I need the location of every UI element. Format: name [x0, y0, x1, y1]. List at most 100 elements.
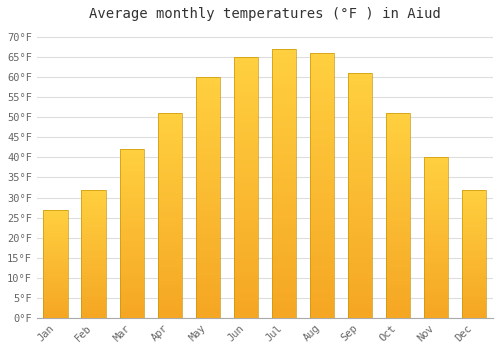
Bar	[196, 219, 220, 222]
Bar	[44, 280, 68, 281]
Bar	[196, 149, 220, 152]
Bar	[82, 250, 106, 251]
Bar	[272, 191, 296, 194]
Bar	[120, 202, 144, 203]
Bar	[348, 191, 372, 193]
Bar	[310, 58, 334, 61]
Bar	[158, 287, 182, 289]
Bar	[196, 164, 220, 166]
Bar	[196, 289, 220, 292]
Bar	[310, 246, 334, 249]
Bar	[386, 230, 410, 232]
Bar	[310, 138, 334, 140]
Bar	[44, 253, 68, 254]
Bar	[158, 140, 182, 142]
Bar	[424, 263, 448, 265]
Bar	[272, 259, 296, 261]
Bar	[386, 130, 410, 132]
Bar	[348, 117, 372, 120]
Bar	[158, 250, 182, 252]
Bar	[120, 269, 144, 271]
Bar	[196, 315, 220, 318]
Bar	[158, 117, 182, 119]
Bar	[386, 232, 410, 234]
Bar	[386, 262, 410, 265]
Bar	[196, 147, 220, 149]
Bar	[120, 261, 144, 262]
Bar	[348, 161, 372, 164]
Bar	[120, 168, 144, 170]
Bar	[120, 149, 144, 151]
Bar	[158, 130, 182, 132]
Bar	[158, 248, 182, 250]
Bar	[272, 226, 296, 229]
Bar	[158, 175, 182, 177]
Bar	[158, 201, 182, 203]
Bar	[272, 197, 296, 199]
Bar	[462, 242, 486, 243]
Bar	[158, 170, 182, 173]
Bar	[386, 293, 410, 295]
Bar	[348, 152, 372, 154]
Bar	[386, 277, 410, 279]
Bar	[424, 294, 448, 295]
Bar	[310, 249, 334, 252]
Bar	[120, 230, 144, 232]
Bar	[310, 275, 334, 278]
Bar	[44, 218, 68, 219]
Bar	[234, 182, 258, 185]
Bar	[196, 120, 220, 123]
Bar	[424, 231, 448, 233]
Bar	[348, 100, 372, 103]
Bar	[120, 178, 144, 180]
Bar	[462, 306, 486, 308]
Bar	[272, 183, 296, 186]
Bar	[310, 88, 334, 90]
Bar	[272, 267, 296, 270]
Bar	[386, 228, 410, 230]
Bar	[82, 208, 106, 209]
Bar	[386, 150, 410, 152]
Bar	[272, 119, 296, 122]
Bar	[462, 252, 486, 254]
Bar	[196, 169, 220, 171]
Bar	[272, 288, 296, 291]
Bar	[424, 257, 448, 259]
Bar	[44, 244, 68, 245]
Bar	[44, 298, 68, 300]
Bar	[120, 154, 144, 156]
Bar	[462, 225, 486, 227]
Bar	[272, 151, 296, 154]
Bar	[44, 242, 68, 243]
Bar	[462, 281, 486, 282]
Bar	[310, 53, 334, 318]
Bar	[424, 282, 448, 284]
Bar	[310, 284, 334, 286]
Bar	[462, 265, 486, 266]
Bar	[310, 164, 334, 167]
Bar	[386, 209, 410, 211]
Bar	[348, 95, 372, 98]
Bar	[386, 189, 410, 191]
Bar	[310, 215, 334, 217]
Bar	[158, 310, 182, 312]
Bar	[386, 312, 410, 314]
Bar	[234, 80, 258, 83]
Bar	[348, 166, 372, 169]
Bar	[44, 217, 68, 218]
Bar	[348, 103, 372, 105]
Bar	[462, 295, 486, 296]
Bar	[272, 167, 296, 170]
Bar	[386, 164, 410, 167]
Bar	[424, 194, 448, 196]
Bar	[82, 206, 106, 208]
Bar	[196, 236, 220, 238]
Bar	[82, 266, 106, 268]
Bar	[462, 193, 486, 195]
Bar	[462, 274, 486, 275]
Bar	[158, 134, 182, 136]
Bar	[234, 276, 258, 279]
Bar	[386, 269, 410, 271]
Bar	[310, 72, 334, 74]
Bar	[234, 114, 258, 117]
